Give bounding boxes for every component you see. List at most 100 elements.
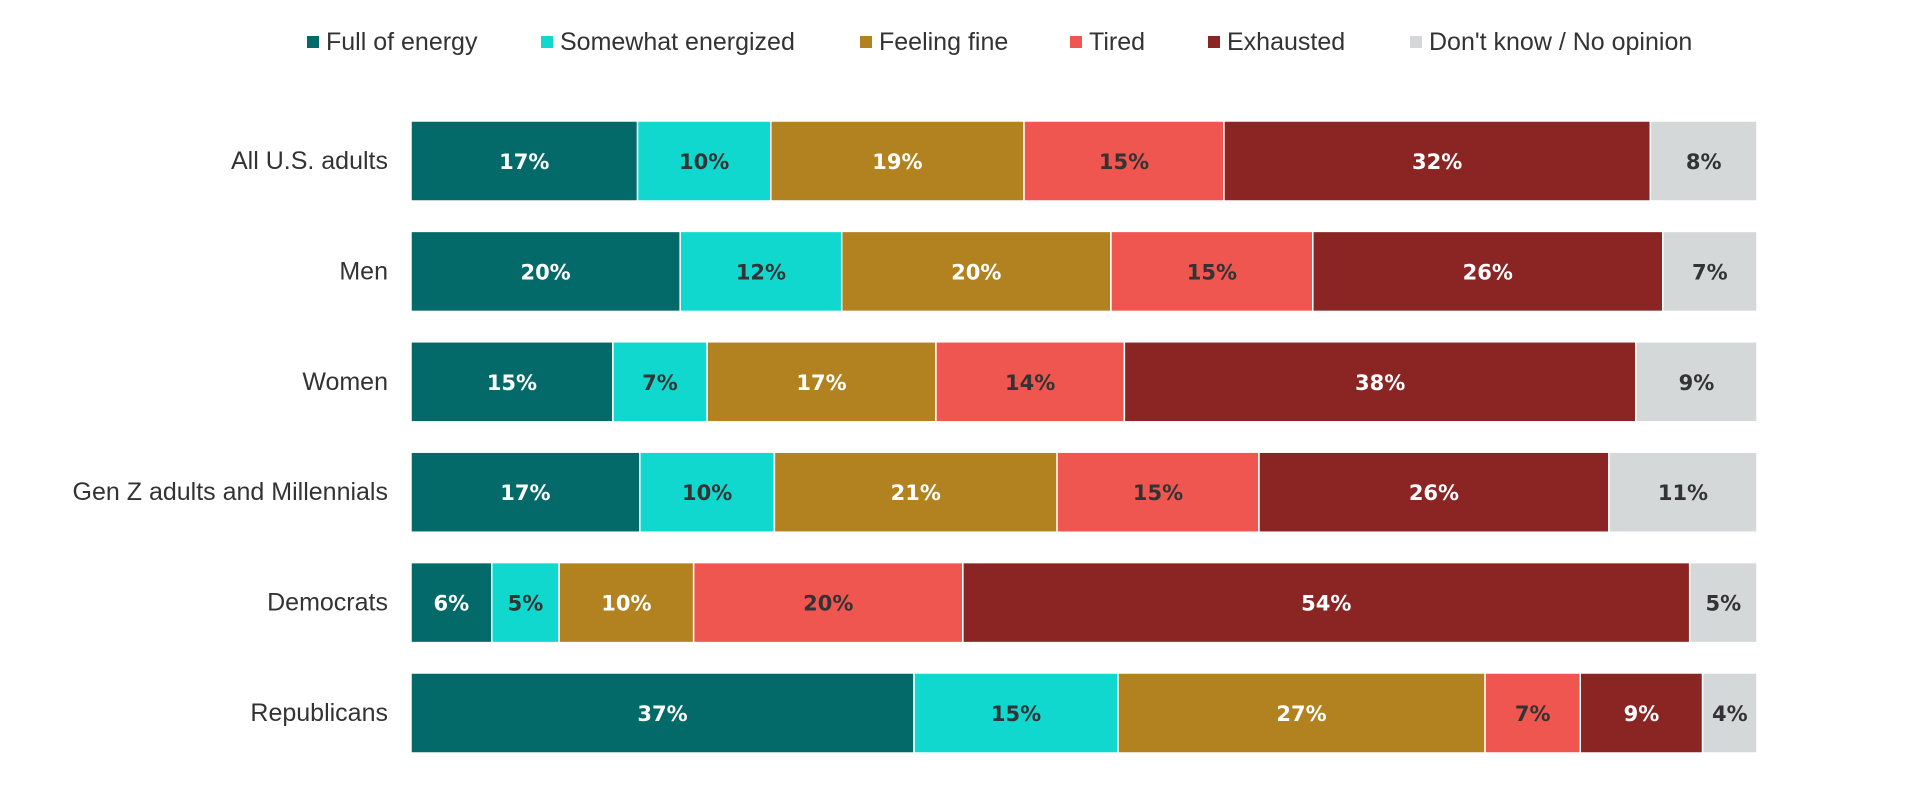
category-label-gen-z-adults-and-millennials: Gen Z adults and Millennials bbox=[73, 478, 388, 506]
bar-segment-somewhat-energized bbox=[636, 120, 772, 202]
bar-segment-feeling-fine bbox=[840, 230, 1112, 313]
data-label-full-of-energy: 15% bbox=[487, 371, 537, 395]
data-label-exhausted: 38% bbox=[1355, 371, 1405, 395]
data-label-tired: 15% bbox=[1099, 150, 1149, 174]
bar-segment-don-t-know-no-opinion bbox=[1635, 341, 1758, 423]
bar-segment-tired bbox=[692, 561, 964, 644]
bar-row-gen-z-adults-and-millennials: 17% 10% 21% 15% 26% 11% bbox=[410, 451, 1758, 533]
legend-item-full-of-energy: Full of energy bbox=[307, 28, 478, 56]
data-label-full-of-energy: 20% bbox=[520, 260, 570, 284]
bar-segment-full-of-energy bbox=[410, 120, 639, 202]
data-label-feeling-fine: 20% bbox=[951, 260, 1001, 284]
data-label-don-t-know-no-opinion: 7% bbox=[1692, 260, 1728, 284]
data-label-don-t-know-no-opinion: 11% bbox=[1658, 481, 1708, 505]
bar-segment-tired bbox=[935, 341, 1126, 423]
bar-row-all-u-s-adults: 17% 10% 19% 15% 32% 8% bbox=[410, 120, 1758, 202]
data-label-feeling-fine: 19% bbox=[872, 150, 922, 174]
legend-swatch-exhausted bbox=[1208, 36, 1220, 48]
bar-row-democrats: 6% 5% 10% 20% 54% 5% bbox=[410, 561, 1758, 644]
data-label-exhausted: 54% bbox=[1301, 592, 1351, 616]
data-label-feeling-fine: 27% bbox=[1276, 702, 1326, 726]
data-label-exhausted: 26% bbox=[1409, 481, 1459, 505]
bar-segment-feeling-fine bbox=[770, 120, 1025, 202]
data-label-feeling-fine: 10% bbox=[601, 592, 651, 616]
legend: Full of energy Somewhat energized Feeling … bbox=[307, 28, 1692, 56]
data-label-don-t-know-no-opinion: 4% bbox=[1712, 702, 1748, 726]
data-label-tired: 15% bbox=[1133, 481, 1183, 505]
data-label-somewhat-energized: 10% bbox=[682, 481, 732, 505]
data-label-full-of-energy: 37% bbox=[637, 702, 687, 726]
legend-swatch-tired bbox=[1070, 36, 1082, 48]
data-label-don-t-know-no-opinion: 9% bbox=[1679, 371, 1715, 395]
bar-segment-exhausted bbox=[1258, 451, 1610, 533]
bar-row-women: 15% 7% 17% 14% 38% 9% bbox=[410, 341, 1758, 423]
bar-segment-full-of-energy bbox=[410, 230, 681, 313]
bar-segment-feeling-fine bbox=[558, 561, 695, 644]
data-label-exhausted: 9% bbox=[1624, 702, 1660, 726]
bar-segment-exhausted bbox=[1123, 341, 1637, 423]
data-label-somewhat-energized: 10% bbox=[679, 150, 729, 174]
legend-label-somewhat-energized: Somewhat energized bbox=[560, 28, 795, 56]
bar-segment-exhausted bbox=[1223, 120, 1652, 202]
data-label-somewhat-energized: 15% bbox=[991, 702, 1041, 726]
bar-segment-tired bbox=[1484, 672, 1582, 754]
legend-item-feeling-fine: Feeling fine bbox=[860, 28, 1008, 56]
bar-segment-exhausted bbox=[962, 561, 1691, 644]
bar-segment-tired bbox=[1110, 230, 1314, 313]
legend-label-full-of-energy: Full of energy bbox=[326, 28, 478, 56]
bar-row-republicans: 37% 15% 27% 7% 9% 4% bbox=[410, 672, 1758, 754]
data-label-don-t-know-no-opinion: 8% bbox=[1686, 150, 1722, 174]
bar-segment-don-t-know-no-opinion bbox=[1662, 230, 1758, 313]
legend-swatch-don-t-know-no-opinion bbox=[1410, 36, 1422, 48]
legend-item-don-t-know-no-opinion: Don't know / No opinion bbox=[1410, 28, 1692, 56]
legend-label-tired: Tired bbox=[1089, 28, 1145, 56]
data-label-somewhat-energized: 5% bbox=[508, 592, 544, 616]
bar-row-men: 20% 12% 20% 15% 26% 7% bbox=[410, 230, 1758, 313]
legend-item-somewhat-energized: Somewhat energized bbox=[541, 28, 795, 56]
legend-label-don-t-know-no-opinion: Don't know / No opinion bbox=[1429, 28, 1692, 56]
legend-swatch-somewhat-energized bbox=[541, 36, 553, 48]
bar-segment-full-of-energy bbox=[410, 341, 614, 423]
bars: 17% 10% 19% 15% 32% 8%20% 12% 20% 15% 26% 7%15% 7% 1… bbox=[410, 120, 1758, 754]
bar-segment-full-of-energy bbox=[410, 672, 915, 754]
legend-label-feeling-fine: Feeling fine bbox=[879, 28, 1008, 56]
bar-segment-don-t-know-no-opinion bbox=[1649, 120, 1758, 202]
data-label-tired: 20% bbox=[803, 592, 853, 616]
bar-segment-don-t-know-no-opinion bbox=[1688, 561, 1758, 644]
bar-segment-tired bbox=[1023, 120, 1225, 202]
category-label-democrats: Democrats bbox=[267, 589, 388, 617]
data-label-full-of-energy: 6% bbox=[434, 592, 470, 616]
bar-segment-somewhat-energized bbox=[639, 451, 776, 533]
legend-swatch-feeling-fine bbox=[860, 36, 872, 48]
data-label-somewhat-energized: 7% bbox=[642, 371, 678, 395]
category-label-men: Men bbox=[339, 257, 388, 285]
data-label-feeling-fine: 21% bbox=[891, 481, 941, 505]
data-label-feeling-fine: 17% bbox=[796, 371, 846, 395]
bar-segment-somewhat-energized bbox=[679, 230, 843, 313]
legend-item-exhausted: Exhausted bbox=[1208, 28, 1345, 56]
data-label-don-t-know-no-opinion: 5% bbox=[1706, 592, 1742, 616]
bar-segment-feeling-fine bbox=[773, 451, 1058, 533]
data-label-exhausted: 32% bbox=[1412, 150, 1462, 174]
bar-segment-don-t-know-no-opinion bbox=[1701, 672, 1758, 754]
bar-segment-tired bbox=[1056, 451, 1260, 533]
bar-segment-full-of-energy bbox=[410, 451, 641, 533]
legend-swatch-full-of-energy bbox=[307, 36, 319, 48]
bar-segment-don-t-know-no-opinion bbox=[1608, 451, 1758, 533]
bar-segment-exhausted bbox=[1579, 672, 1704, 754]
data-label-tired: 15% bbox=[1187, 260, 1237, 284]
category-label-women: Women bbox=[302, 368, 388, 396]
data-label-somewhat-energized: 12% bbox=[736, 260, 786, 284]
data-label-exhausted: 26% bbox=[1463, 260, 1513, 284]
legend-label-exhausted: Exhausted bbox=[1227, 28, 1345, 56]
data-label-tired: 7% bbox=[1515, 702, 1551, 726]
category-labels: All U.S. adults Men Women Gen Z adults and … bbox=[73, 147, 388, 727]
category-label-republicans: Republicans bbox=[250, 699, 388, 727]
data-label-tired: 14% bbox=[1005, 371, 1055, 395]
data-label-full-of-energy: 17% bbox=[500, 481, 550, 505]
data-label-full-of-energy: 17% bbox=[499, 150, 549, 174]
legend-item-tired: Tired bbox=[1070, 28, 1145, 56]
category-label-all-u-s-adults: All U.S. adults bbox=[231, 147, 388, 175]
